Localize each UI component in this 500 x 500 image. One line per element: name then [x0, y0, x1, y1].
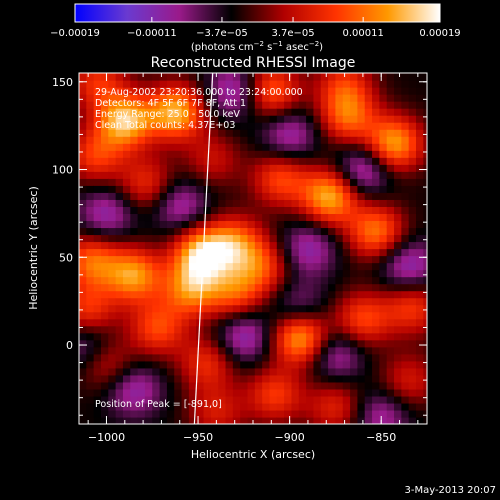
- y-tick-label: 150: [52, 76, 73, 89]
- colorbar-tick-label: −0.00011: [127, 28, 177, 39]
- axes: −1000 −950 −900 −850 0 50 100 150: [52, 73, 427, 444]
- info-line: Clean Total counts: 4.37E+03: [95, 120, 235, 131]
- x-tick-label: −950: [183, 431, 213, 444]
- peak-position-label: Position of Peak = [-891,0]: [95, 399, 222, 410]
- chart-title: Reconstructed RHESSI Image: [151, 55, 356, 71]
- colorbar-tick-label: 0.00011: [342, 28, 383, 39]
- y-tick-label: 50: [59, 251, 73, 264]
- colorbar-tick-label: 3.7e−05: [271, 28, 314, 39]
- x-tick-label: −850: [366, 431, 396, 444]
- colorbar: [74, 3, 441, 23]
- colorbar-tick-labels: −0.00019 −0.00011 −3.7e−05 3.7e−05 0.00011 0.…: [50, 28, 461, 39]
- footer-date: 3-May-2013 20:07: [404, 485, 496, 496]
- info-line: Energy Range: 25.0 - 50.0 keV: [95, 109, 240, 120]
- x-tick-label: −1000: [88, 431, 125, 444]
- colorbar-tick-label: −0.00019: [50, 28, 100, 39]
- info-line: 29-Aug-2002 23:20:36.000 to 23:24:00.000: [95, 87, 303, 98]
- info-block: 29-Aug-2002 23:20:36.000 to 23:24:00.000…: [95, 87, 303, 131]
- colorbar-ticks: [74, 17, 441, 22]
- info-line: Detectors: 4F 5F 6F 7F 8F, Att 1: [95, 98, 246, 109]
- colorbar-tick-label: −3.7e−05: [196, 28, 248, 39]
- y-axis-label: Heliocentric Y (arcsec): [27, 186, 40, 310]
- y-tick-label: 100: [52, 164, 73, 177]
- x-tick-label: −900: [275, 431, 305, 444]
- x-axis-label: Heliocentric X (arcsec): [191, 448, 315, 461]
- limb-line: [193, 72, 214, 425]
- colorbar-tick-label: 0.00019: [419, 28, 460, 39]
- heatmap-image: [79, 73, 427, 424]
- y-tick-label: 0: [66, 339, 73, 352]
- colorbar-unit-label: (photons cm−2 s−1 asec−2): [191, 40, 323, 53]
